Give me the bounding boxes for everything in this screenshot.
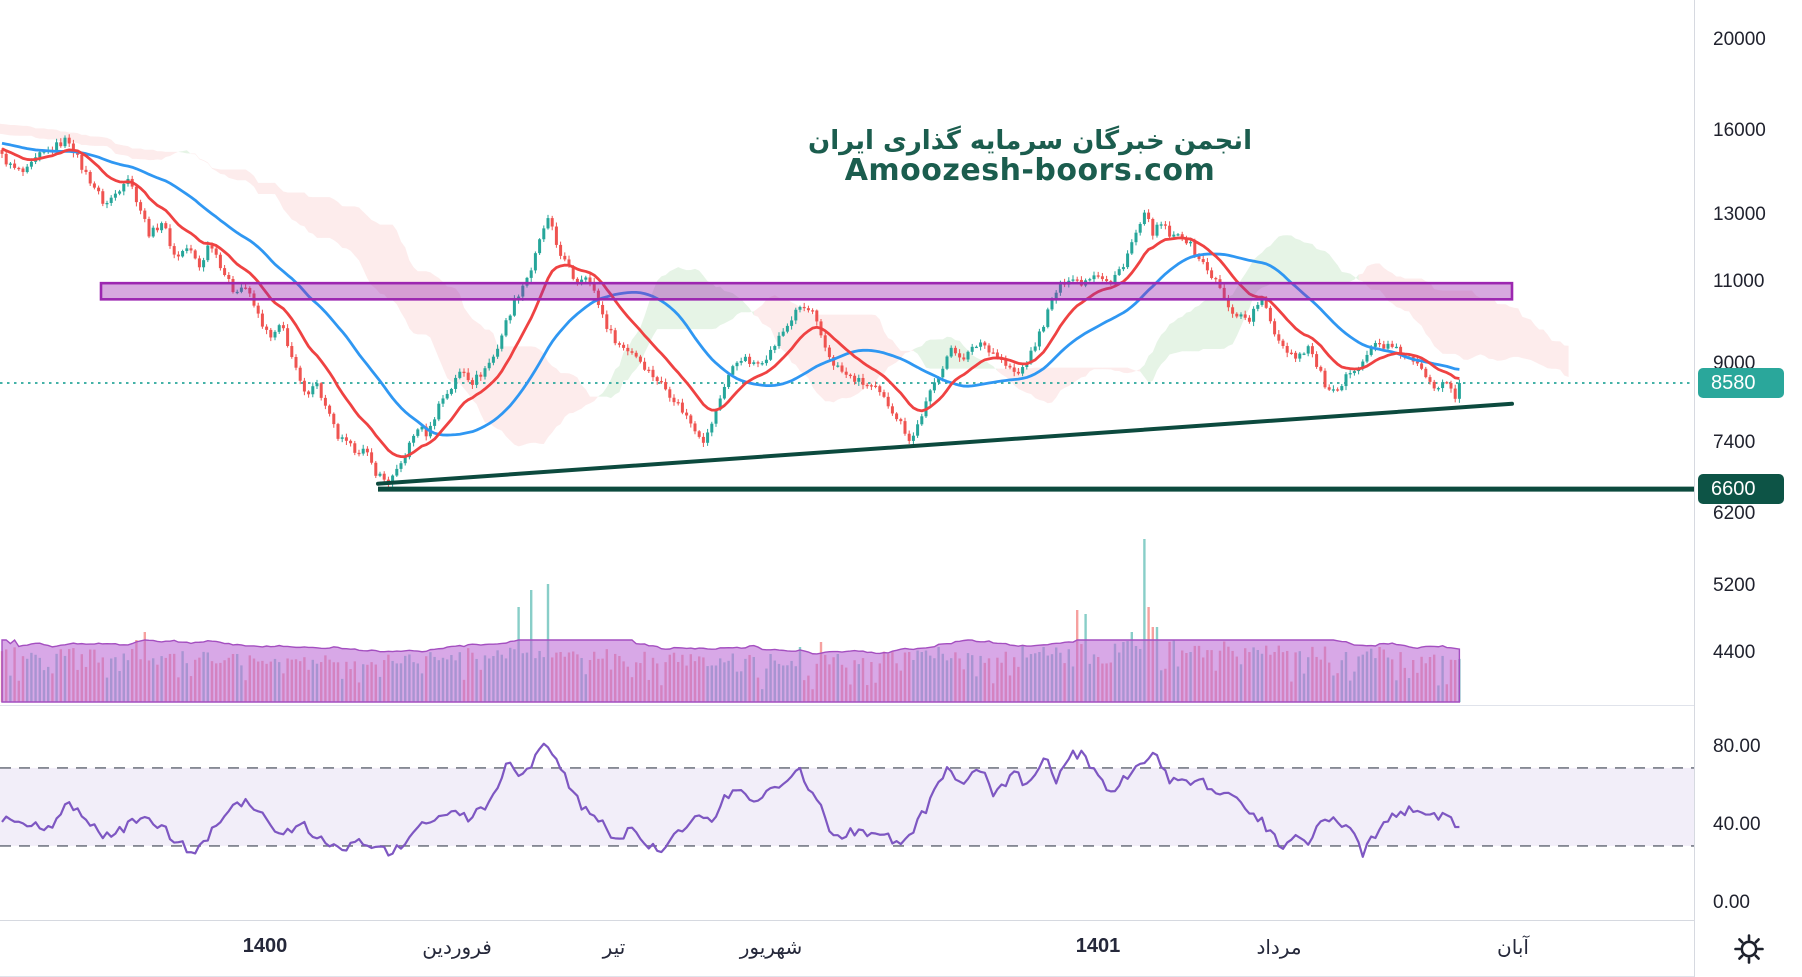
time-tick-فروردین: فروردین xyxy=(422,935,492,959)
time-tick-شهریور: شهریور xyxy=(739,935,803,959)
price-tick: 16000 xyxy=(1713,119,1766,141)
price-tick: 11000 xyxy=(1713,271,1765,293)
sun-icon[interactable] xyxy=(1732,932,1766,966)
rsi-pane[interactable] xyxy=(0,705,1694,921)
time-tick-آبان: آبان xyxy=(1497,935,1529,959)
price-axis[interactable]: 20000 16000 13000 11000 9000 7400 6200 5200 4400… xyxy=(1694,0,1802,977)
rsi-line xyxy=(1,742,1460,858)
price-tick: 13000 xyxy=(1713,203,1766,225)
rsi-tick: 80.00 xyxy=(1713,736,1761,758)
time-tick-تیر: تیر xyxy=(602,935,626,959)
volume-ma-area xyxy=(1,638,1461,703)
price-tick: 6200 xyxy=(1713,503,1756,525)
price-tick: 7400 xyxy=(1713,431,1756,453)
time-tick-1401: 1401 xyxy=(1075,935,1121,957)
pane-separator[interactable] xyxy=(0,705,1802,706)
fast-ma-line xyxy=(1,147,1460,459)
watermark: انجمن خبرگان سرمایه گذاری ایران Amoozesh… xyxy=(640,126,1420,189)
watermark-line-persian: انجمن خبرگان سرمایه گذاری ایران xyxy=(808,126,1252,156)
last-price-badge: 8580 xyxy=(1698,367,1784,398)
time-tick-مرداد: مرداد xyxy=(1256,935,1302,959)
resistance-zone xyxy=(99,281,1514,301)
main-price-pane[interactable] xyxy=(0,0,1694,705)
watermark-line-site: Amoozesh-boors.com xyxy=(844,153,1216,189)
rsi-tick: 40.00 xyxy=(1713,814,1761,836)
price-tick: 4400 xyxy=(1713,642,1756,664)
time-tick-1400: 1400 xyxy=(242,935,288,957)
rising-trendline xyxy=(376,401,1514,486)
price-tick: 5200 xyxy=(1713,574,1756,596)
slow-ma-line xyxy=(1,141,1460,437)
axis-corner xyxy=(1694,920,1802,977)
support-level-badge: 6600 xyxy=(1698,474,1784,505)
price-tick: 20000 xyxy=(1713,29,1766,51)
time-axis[interactable]: 1400 فروردین تیر شهریور 1401 مرداد آبان xyxy=(0,920,1802,977)
rsi-tick: 0.00 xyxy=(1713,892,1750,914)
